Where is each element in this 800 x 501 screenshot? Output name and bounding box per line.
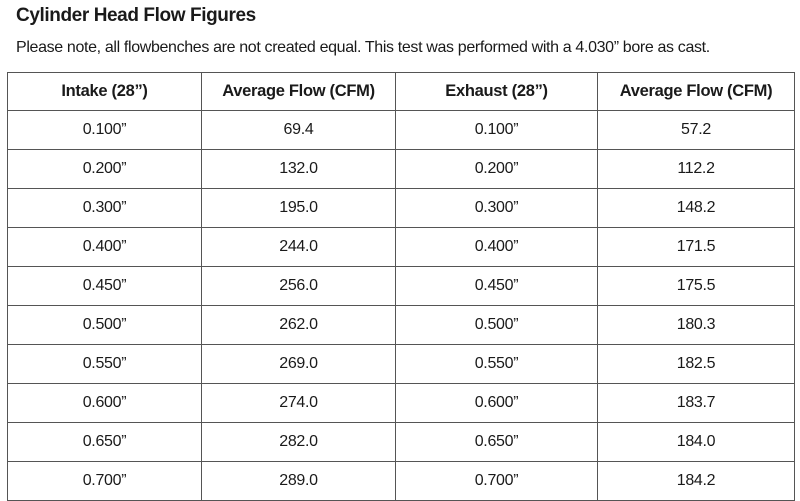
table-row: 0.400” 244.0 0.400” 171.5 — [7, 227, 795, 267]
cell-exhaust-lift: 0.700” — [395, 461, 598, 501]
cell-exhaust-flow: 180.3 — [597, 305, 795, 345]
table-row: 0.100” 69.4 0.100” 57.2 — [7, 110, 795, 150]
header-exhaust: Exhaust (28”) — [395, 72, 598, 111]
cell-exhaust-flow: 182.5 — [597, 344, 795, 384]
cell-exhaust-lift: 0.400” — [395, 227, 598, 267]
cell-intake-flow: 69.4 — [201, 110, 396, 150]
cell-intake-lift: 0.300” — [7, 188, 202, 228]
table-row: 0.200” 132.0 0.200” 112.2 — [7, 149, 795, 189]
header-exhaust-flow: Average Flow (CFM) — [597, 72, 795, 111]
table-row: 0.500” 262.0 0.500” 180.3 — [7, 305, 795, 345]
cell-intake-lift: 0.700” — [7, 461, 202, 501]
cell-intake-flow: 256.0 — [201, 266, 396, 306]
cell-exhaust-lift: 0.450” — [395, 266, 598, 306]
cell-intake-flow: 244.0 — [201, 227, 396, 267]
header-intake-flow: Average Flow (CFM) — [201, 72, 396, 111]
table-row: 0.650” 282.0 0.650” 184.0 — [7, 422, 795, 462]
cell-intake-lift: 0.650” — [7, 422, 202, 462]
table-row: 0.450” 256.0 0.450” 175.5 — [7, 266, 795, 306]
cell-exhaust-lift: 0.300” — [395, 188, 598, 228]
cell-intake-lift: 0.100” — [7, 110, 202, 150]
cell-intake-lift: 0.500” — [7, 305, 202, 345]
cell-intake-lift: 0.200” — [7, 149, 202, 189]
cell-exhaust-lift: 0.200” — [395, 149, 598, 189]
cell-exhaust-flow: 184.2 — [597, 461, 795, 501]
cell-intake-flow: 195.0 — [201, 188, 396, 228]
cell-exhaust-lift: 0.100” — [395, 110, 598, 150]
cell-intake-lift: 0.600” — [7, 383, 202, 423]
cell-intake-lift: 0.400” — [7, 227, 202, 267]
cell-intake-flow: 289.0 — [201, 461, 396, 501]
cell-intake-flow: 282.0 — [201, 422, 396, 462]
cell-exhaust-flow: 112.2 — [597, 149, 795, 189]
cell-intake-flow: 274.0 — [201, 383, 396, 423]
cell-intake-flow: 262.0 — [201, 305, 396, 345]
table-row: 0.300” 195.0 0.300” 148.2 — [7, 188, 795, 228]
table-header-row: Intake (28”) Average Flow (CFM) Exhaust … — [7, 72, 795, 111]
cell-exhaust-lift: 0.650” — [395, 422, 598, 462]
cell-intake-flow: 269.0 — [201, 344, 396, 384]
cell-exhaust-flow: 57.2 — [597, 110, 795, 150]
header-intake: Intake (28”) — [7, 72, 202, 111]
cell-exhaust-flow: 148.2 — [597, 188, 795, 228]
table-row: 0.600” 274.0 0.600” 183.7 — [7, 383, 795, 423]
cell-exhaust-flow: 183.7 — [597, 383, 795, 423]
cell-exhaust-flow: 175.5 — [597, 266, 795, 306]
cell-exhaust-lift: 0.550” — [395, 344, 598, 384]
cell-exhaust-flow: 184.0 — [597, 422, 795, 462]
cell-intake-lift: 0.550” — [7, 344, 202, 384]
cell-intake-flow: 132.0 — [201, 149, 396, 189]
table-row: 0.550” 269.0 0.550” 182.5 — [7, 344, 795, 384]
page-title: Cylinder Head Flow Figures — [16, 5, 256, 26]
table-row: 0.700” 289.0 0.700” 184.2 — [7, 461, 795, 501]
cell-intake-lift: 0.450” — [7, 266, 202, 306]
cell-exhaust-lift: 0.500” — [395, 305, 598, 345]
note-text: Please note, all flowbenches are not cre… — [16, 39, 710, 56]
flow-table: Intake (28”) Average Flow (CFM) Exhaust … — [7, 72, 795, 501]
cell-exhaust-lift: 0.600” — [395, 383, 598, 423]
cell-exhaust-flow: 171.5 — [597, 227, 795, 267]
